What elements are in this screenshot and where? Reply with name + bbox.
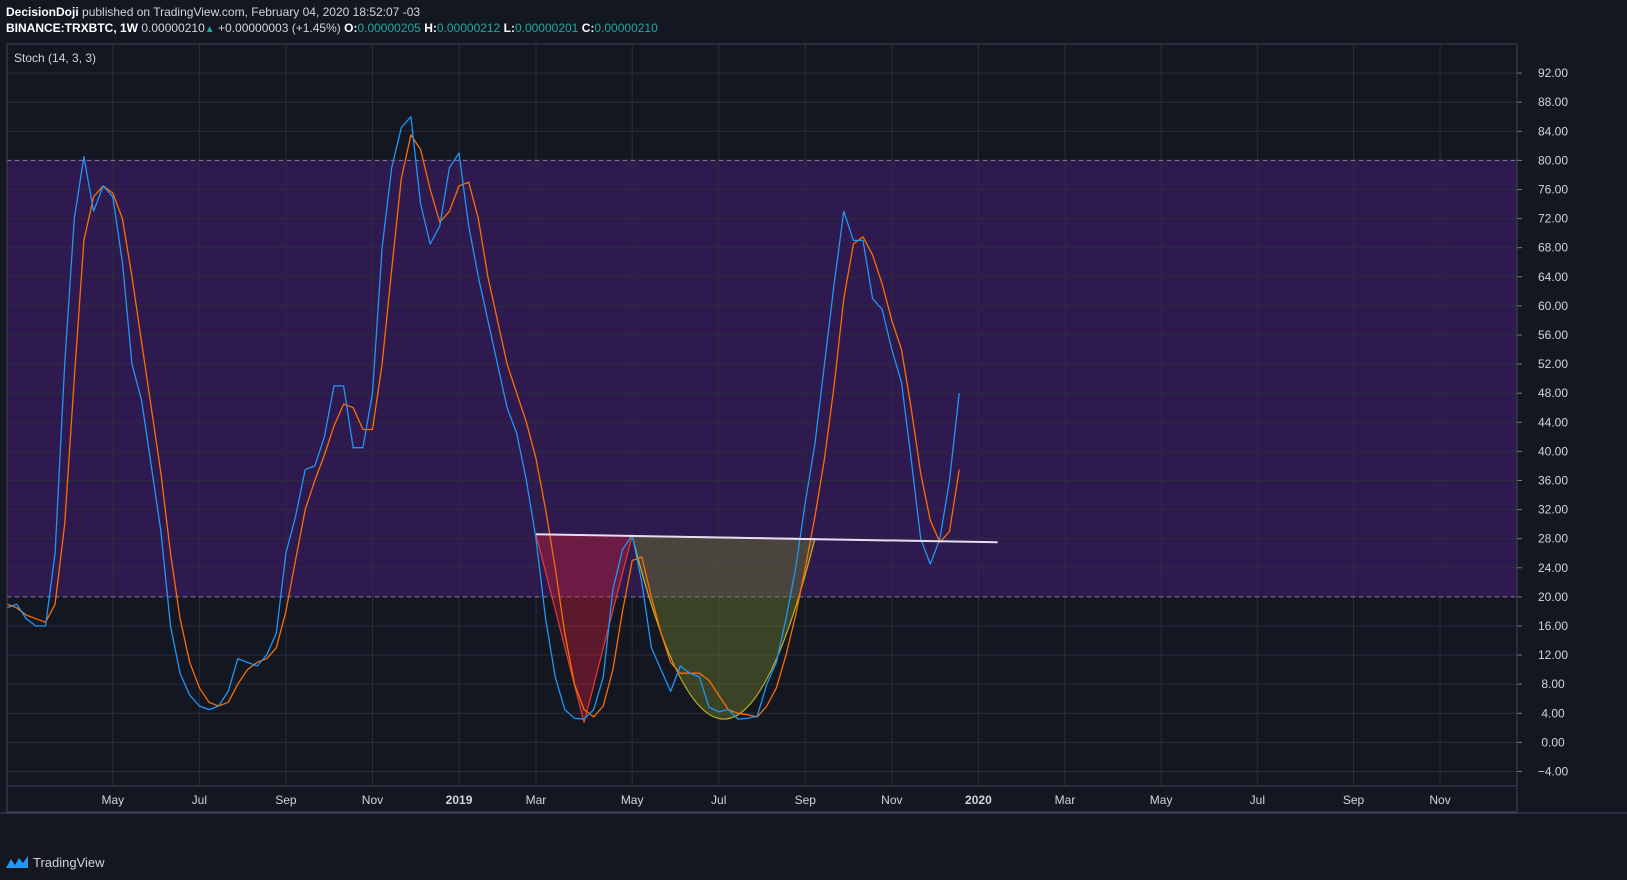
stoch-d-line xyxy=(6,134,960,718)
publish-line: DecisionDoji published on TradingView.co… xyxy=(6,4,658,20)
high-label: H: xyxy=(424,21,437,35)
x-tick-label: 2019 xyxy=(446,793,473,807)
x-tick-label: Mar xyxy=(1055,793,1076,807)
high-value: 0.00000212 xyxy=(436,21,501,35)
ohlc-line: BINANCE:TRXBTC, 1W 0.00000210▲ +0.000000… xyxy=(6,20,658,38)
x-tick-label: Sep xyxy=(275,793,297,807)
overbought-oversold-band xyxy=(7,160,1517,597)
y-tick-label: 48.00 xyxy=(1538,386,1568,400)
x-tick-label: Nov xyxy=(362,793,383,807)
x-tick-label: May xyxy=(1150,793,1173,807)
indicator-label[interactable]: Stoch (14, 3, 3) xyxy=(14,51,96,65)
chart-header: DecisionDoji published on TradingView.co… xyxy=(6,4,658,38)
y-tick-label: 32.00 xyxy=(1538,503,1568,517)
y-tick-label: 76.00 xyxy=(1538,182,1568,196)
stochastic-chart[interactable]: 92.00 88.00 84.00 80.00 76.00 72.00 68.00 64.00… xyxy=(0,0,1627,850)
y-tick-label: 44.00 xyxy=(1538,415,1568,429)
y-tick-label: 16.00 xyxy=(1538,619,1568,633)
x-tick-label: Jul xyxy=(192,793,207,807)
y-tick-label: 64.00 xyxy=(1538,270,1568,284)
y-tick-label: 84.00 xyxy=(1538,124,1568,138)
x-tick-label: May xyxy=(101,793,124,807)
y-tick-label: 40.00 xyxy=(1538,444,1568,458)
y-tick-label: 68.00 xyxy=(1538,241,1568,255)
stoch-k-line xyxy=(6,116,960,720)
footer-branding: TradingView xyxy=(6,852,105,872)
y-tick-label: 92.00 xyxy=(1538,66,1568,80)
x-tick-label: May xyxy=(621,793,644,807)
y-tick-label: −4.00 xyxy=(1538,764,1569,778)
y-tick-label: 60.00 xyxy=(1538,299,1568,313)
y-tick-label: 72.00 xyxy=(1538,212,1568,226)
open-value: 0.00000205 xyxy=(357,21,421,35)
published-text: published on TradingView.com, February 0… xyxy=(82,5,421,19)
low-label: L: xyxy=(503,21,515,35)
close-value: 0.00000210 xyxy=(594,21,658,35)
x-tick-label: Sep xyxy=(1343,793,1365,807)
y-tick-label: 0.00 xyxy=(1541,735,1565,749)
y-tick-label: 36.00 xyxy=(1538,473,1568,487)
brand-name[interactable]: TradingView xyxy=(33,854,105,870)
y-tick-label: 80.00 xyxy=(1538,153,1568,167)
y-tick-label: 28.00 xyxy=(1538,532,1568,546)
x-tick-label: Nov xyxy=(881,793,902,807)
x-tick-label: Nov xyxy=(1429,793,1450,807)
y-tick-label: 56.00 xyxy=(1538,328,1568,342)
x-tick-label: Jul xyxy=(711,793,726,807)
y-tick-label: 4.00 xyxy=(1541,706,1565,720)
y-tick-label: 20.00 xyxy=(1538,590,1568,604)
y-tick-label: 88.00 xyxy=(1538,95,1568,109)
x-tick-label: Jul xyxy=(1250,793,1265,807)
tradingview-logo-icon xyxy=(6,856,28,868)
y-tick-label: 24.00 xyxy=(1538,561,1568,575)
symbol-label[interactable]: BINANCE:TRXBTC, 1W xyxy=(6,21,138,35)
x-tick-label: Mar xyxy=(526,793,547,807)
up-triangle-icon: ▲ xyxy=(204,24,215,35)
price-change: +0.00000003 (+1.45%) xyxy=(218,21,341,35)
y-tick-label: 52.00 xyxy=(1538,357,1568,371)
neckline-trendline xyxy=(535,533,998,544)
y-tick-label: 8.00 xyxy=(1541,677,1565,691)
close-label: C: xyxy=(581,21,595,35)
last-price: 0.00000210 xyxy=(141,21,205,35)
x-tick-label: Sep xyxy=(795,793,817,807)
x-tick-label: 2020 xyxy=(965,793,992,807)
author-name[interactable]: DecisionDoji xyxy=(6,5,79,19)
low-value: 0.00000201 xyxy=(514,21,579,35)
open-label: O: xyxy=(344,21,358,35)
y-tick-label: 12.00 xyxy=(1538,648,1568,662)
